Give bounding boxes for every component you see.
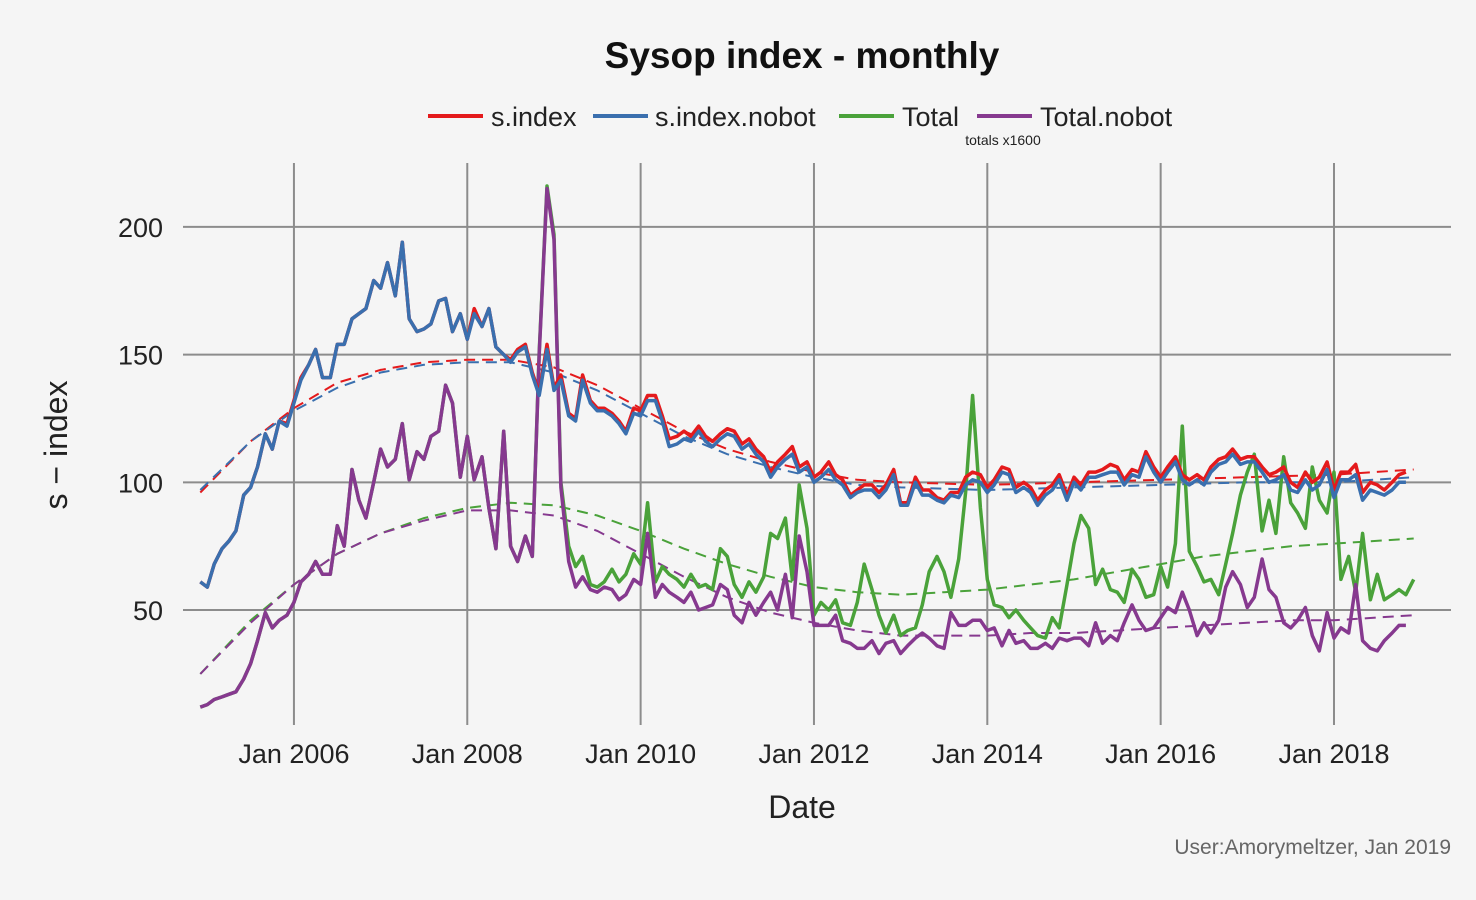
x-tick-labels: Jan 2006 Jan 2008 Jan 2010 Jan 2012 Jan 2014… bbox=[238, 739, 1389, 769]
y-tick-label: 200 bbox=[118, 213, 163, 243]
y-tick-label: 100 bbox=[118, 468, 163, 498]
y-tick-labels: 50 100 150 200 bbox=[118, 213, 163, 626]
series-line-total-nobot bbox=[199, 186, 1406, 709]
series-line-s-index-nobot bbox=[199, 240, 1406, 589]
legend-label-s-index-nobot: s.index.nobot bbox=[655, 102, 816, 132]
trend-line-total bbox=[199, 501, 1414, 675]
legend-label-s-index: s.index bbox=[491, 102, 577, 132]
x-tick-label: Jan 2008 bbox=[412, 739, 523, 769]
y-tick-label: 50 bbox=[133, 596, 163, 626]
series-lines bbox=[199, 184, 1416, 709]
legend-label-total-nobot: Total.nobot bbox=[1040, 102, 1173, 132]
x-axis-title: Date bbox=[768, 789, 836, 825]
x-tick-label: Jan 2006 bbox=[238, 739, 349, 769]
legend: s.index s.index.nobot Total Total.nobot bbox=[428, 102, 1173, 132]
x-tick-label: Jan 2016 bbox=[1105, 739, 1216, 769]
legend-label-total: Total bbox=[902, 102, 959, 132]
caption: User:Amorymeltzer, Jan 2019 bbox=[1174, 836, 1451, 859]
x-tick-label: Jan 2010 bbox=[585, 739, 696, 769]
y-tick-label: 150 bbox=[118, 341, 163, 371]
x-tick-label: Jan 2018 bbox=[1278, 739, 1389, 769]
chart-title: Sysop index - monthly bbox=[605, 35, 1000, 76]
trend-line-s-index-nobot bbox=[199, 361, 1414, 492]
legend-note: totals x1600 bbox=[965, 132, 1041, 148]
x-tick-label: Jan 2014 bbox=[932, 739, 1043, 769]
x-tick-label: Jan 2012 bbox=[758, 739, 869, 769]
y-axis-title: s − index bbox=[38, 381, 74, 510]
